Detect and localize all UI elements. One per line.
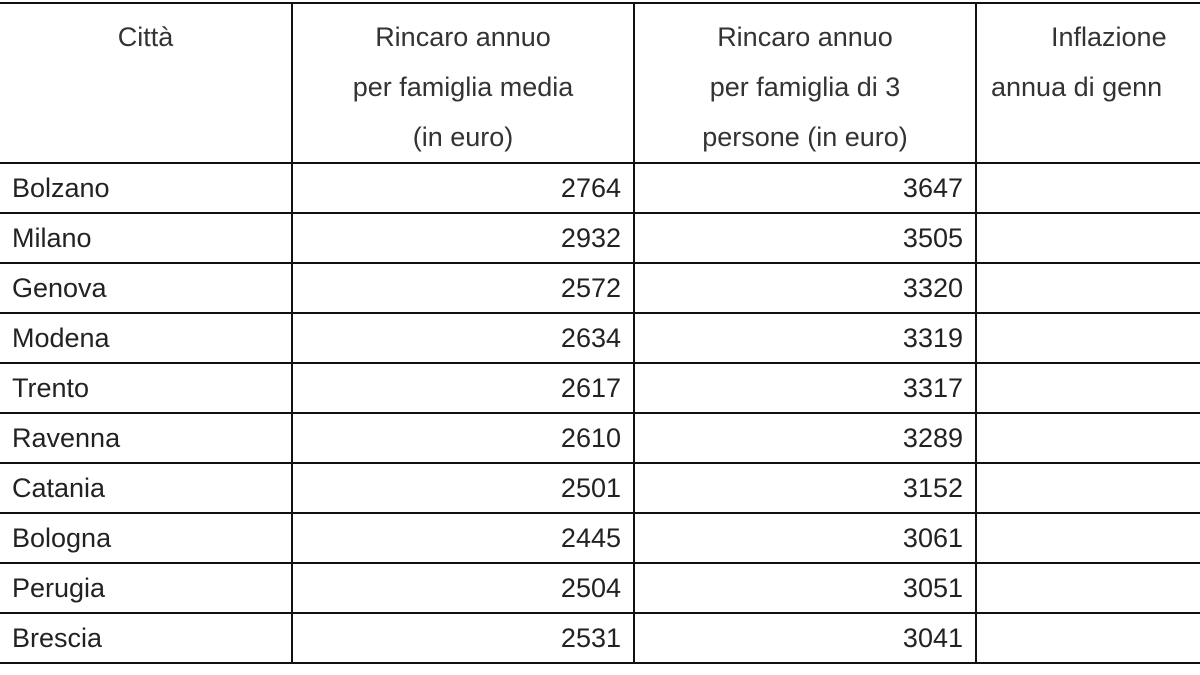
- city-cell: Catania: [0, 462, 293, 514]
- empty-cell: [975, 212, 1200, 264]
- table-row: Modena 2634 3319: [0, 312, 1200, 364]
- empty-cell: [975, 562, 1200, 614]
- city-cell: Bolzano: [0, 162, 293, 214]
- empty-cell: [975, 462, 1200, 514]
- number-cell: 3319: [633, 312, 977, 364]
- city-cell: Perugia: [0, 562, 293, 614]
- number-cell: 2634: [291, 312, 635, 364]
- header-line: annua di genn: [991, 72, 1163, 102]
- header-line: Inflazione: [1051, 22, 1167, 52]
- number-cell: 2572: [291, 262, 635, 314]
- header-line: (in euro): [412, 122, 514, 152]
- empty-cell: [975, 412, 1200, 464]
- number-cell: 2932: [291, 212, 635, 264]
- number-cell: 3320: [633, 262, 977, 314]
- number-cell: 2610: [291, 412, 635, 464]
- empty-cell: [975, 612, 1200, 664]
- number-cell: 2531: [291, 612, 635, 664]
- empty-cell: [975, 162, 1200, 214]
- table-row: Brescia 2531 3041: [0, 612, 1200, 664]
- empty-cell: [975, 362, 1200, 414]
- number-cell: 3051: [633, 562, 977, 614]
- city-cell: Milano: [0, 212, 293, 264]
- header-line: persone (in euro): [702, 122, 908, 152]
- number-cell: 3289: [633, 412, 977, 464]
- header-row: Città Rincaro annuo per famiglia media (in …: [0, 2, 1200, 164]
- number-cell: 3061: [633, 512, 977, 564]
- city-cell: Modena: [0, 312, 293, 364]
- number-cell: 3647: [633, 162, 977, 214]
- table-row: Perugia 2504 3051: [0, 562, 1200, 614]
- number-cell: 2501: [291, 462, 635, 514]
- city-cell: Ravenna: [0, 412, 293, 464]
- number-cell: 3317: [633, 362, 977, 414]
- number-cell: 2764: [291, 162, 635, 214]
- header-line: Città: [117, 22, 174, 52]
- header-line: Rincaro annuo: [375, 22, 551, 52]
- header-line: per famiglia di 3: [709, 72, 901, 102]
- city-cell: Brescia: [0, 612, 293, 664]
- number-cell: 2504: [291, 562, 635, 614]
- header-line: Rincaro annuo: [717, 22, 893, 52]
- table-row: Bologna 2445 3061: [0, 512, 1200, 564]
- header-cell: Città: [0, 2, 293, 164]
- empty-cell: [975, 312, 1200, 364]
- city-cell: Genova: [0, 262, 293, 314]
- table-row: Trento 2617 3317: [0, 362, 1200, 414]
- table-row: Catania 2501 3152: [0, 462, 1200, 514]
- number-cell: 3152: [633, 462, 977, 514]
- empty-cell: [975, 512, 1200, 564]
- number-cell: 3505: [633, 212, 977, 264]
- table-row: Ravenna 2610 3289: [0, 412, 1200, 464]
- number-cell: 3041: [633, 612, 977, 664]
- header-cell: Rincaro annuo per famiglia media (in euro): [291, 2, 635, 164]
- city-cell: Trento: [0, 362, 293, 414]
- table-row: Genova 2572 3320: [0, 262, 1200, 314]
- empty-cell: [975, 262, 1200, 314]
- number-cell: 2445: [291, 512, 635, 564]
- table-row: Milano 2932 3505: [0, 212, 1200, 264]
- city-cell: Bologna: [0, 512, 293, 564]
- number-cell: 2617: [291, 362, 635, 414]
- header-line: per famiglia media: [352, 72, 574, 102]
- table-body: Bolzano 2764 3647 Milano 2932 3505 Genova 2572 3…: [0, 162, 1200, 664]
- table-row: Bolzano 2764 3647: [0, 162, 1200, 214]
- header-cell: Inflazione annua di genn: [975, 2, 1200, 164]
- header-cell: Rincaro annuo per famiglia di 3 persone (i…: [633, 2, 977, 164]
